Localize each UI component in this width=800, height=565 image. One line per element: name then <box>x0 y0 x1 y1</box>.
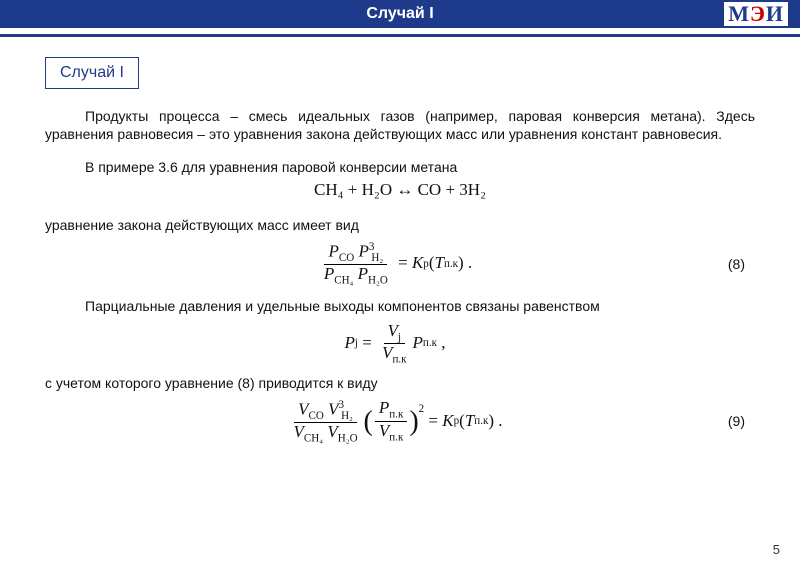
eq9-t: T <box>465 410 474 433</box>
eq8-t-sub: п.к <box>444 257 458 272</box>
logo-letter-m: М <box>728 1 750 27</box>
eq9-mid-num: P <box>379 398 389 417</box>
eq8-k: K <box>412 252 423 275</box>
eq9-k: K <box>442 410 453 433</box>
eqpj-den: V <box>382 343 392 362</box>
eq9-num-a: V <box>298 399 308 418</box>
eqpj-tail-sub: п.к <box>423 336 437 351</box>
eq9-t-sub: п.к <box>474 414 488 429</box>
eq8-num-a-sub: CO <box>339 252 354 264</box>
equation-9: VCO V3H₂ VCH₄ VH₂O ( Pп.к Vп.к )2 = Kp (… <box>45 399 755 445</box>
page-number: 5 <box>773 542 780 557</box>
paragraph-3: уравнение закона действующих масс имеет … <box>45 216 755 235</box>
eq9-den-a-sub: CH₄ <box>304 432 323 444</box>
eqpj-num: V <box>388 321 398 340</box>
eqpj-num-sub: j <box>398 331 401 343</box>
eqpj-tail: P <box>413 332 423 355</box>
section-box-title: Случай I <box>45 57 139 89</box>
eq8-den-a: P <box>324 264 334 283</box>
equation-8: PCO P3H₂ PCH₄ PH₂O = Kp (Tп.к) . (8) <box>45 241 755 287</box>
slide-content: Случай I Продукты процесса – смесь идеал… <box>0 37 800 460</box>
eq9-mid-num-sub: п.к <box>389 409 403 421</box>
eqpj-den-sub: п.к <box>392 354 406 366</box>
paragraph-5: с учетом которого уравнение (8) приводит… <box>45 374 755 393</box>
eq8-num-a: P <box>328 242 338 261</box>
paragraph-4: Парциальные давления и удельные выходы к… <box>45 297 755 316</box>
logo-letter-e: Э <box>750 1 766 27</box>
eq9-mid-sup: 2 <box>419 402 425 417</box>
eq9-mid-den: V <box>379 421 389 440</box>
eq9-label: (9) <box>503 412 756 431</box>
eq9-num-b: V <box>328 399 338 418</box>
eq8-den-a-sub: CH₄ <box>334 275 353 287</box>
header-bar: Случай I <box>0 0 800 28</box>
eq9-mid-den-sub: п.к <box>389 431 403 443</box>
eq9-num-b-sup: 3 <box>339 399 345 411</box>
chemical-reaction: CH₄ + H₂O ↔ CO + 3H₂ <box>45 179 755 202</box>
eq9-den-b-sub: H₂O <box>338 432 358 444</box>
equation-pj: Pj = Vj Vп.к Pп.к , <box>45 322 755 366</box>
eq8-num-b: P <box>358 242 368 261</box>
eq8-num-b-sub: H₂ <box>371 252 383 264</box>
logo-letter-i: И <box>766 1 784 27</box>
eq8-den-b: P <box>358 264 368 283</box>
eq9-num-a-sub: CO <box>309 410 324 422</box>
eq9-den-b: V <box>327 422 337 441</box>
eq9-num-b-sub: H₂ <box>341 410 353 422</box>
eq8-den-b-sub: H₂O <box>368 275 388 287</box>
paragraph-1: Продукты процесса – смесь идеальных газо… <box>45 107 755 145</box>
eqpj-lhs: P <box>345 332 355 355</box>
header-title: Случай I <box>366 5 433 23</box>
eq9-den-a: V <box>294 422 304 441</box>
logo-mei: МЭИ <box>724 2 788 26</box>
eq8-t: T <box>435 252 444 275</box>
paragraph-2: В примере 3.6 для уравнения паровой конв… <box>45 158 755 177</box>
eq8-label: (8) <box>472 255 755 274</box>
